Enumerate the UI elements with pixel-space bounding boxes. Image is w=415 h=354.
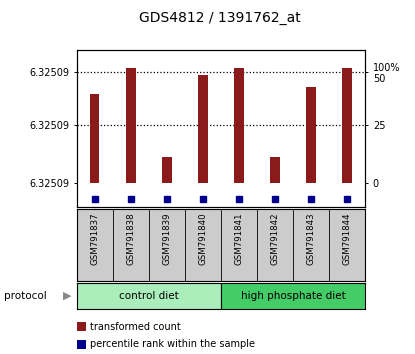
Text: protocol: protocol — [4, 291, 47, 301]
Text: GSM791841: GSM791841 — [234, 212, 244, 265]
Bar — [198, 75, 208, 183]
Text: GSM791837: GSM791837 — [90, 212, 99, 265]
Text: GSM791840: GSM791840 — [198, 212, 208, 265]
Bar — [77, 283, 221, 309]
Bar — [162, 157, 171, 183]
Text: GSM791838: GSM791838 — [126, 212, 135, 265]
Text: GSM791843: GSM791843 — [307, 212, 316, 265]
Text: percentile rank within the sample: percentile rank within the sample — [90, 339, 255, 349]
Bar — [306, 87, 316, 183]
Bar — [234, 68, 244, 183]
Bar — [90, 94, 100, 183]
Text: high phosphate diet: high phosphate diet — [241, 291, 345, 301]
Text: GSM791839: GSM791839 — [162, 212, 171, 265]
Bar — [126, 68, 136, 183]
Text: GDS4812 / 1391762_at: GDS4812 / 1391762_at — [139, 11, 301, 25]
Text: GSM791844: GSM791844 — [343, 212, 352, 265]
Bar — [271, 157, 280, 183]
Bar — [221, 283, 365, 309]
Text: transformed count: transformed count — [90, 322, 181, 332]
Text: ▶: ▶ — [63, 291, 71, 301]
Text: control diet: control diet — [119, 291, 179, 301]
Bar — [342, 68, 352, 183]
Text: GSM791842: GSM791842 — [271, 212, 280, 265]
